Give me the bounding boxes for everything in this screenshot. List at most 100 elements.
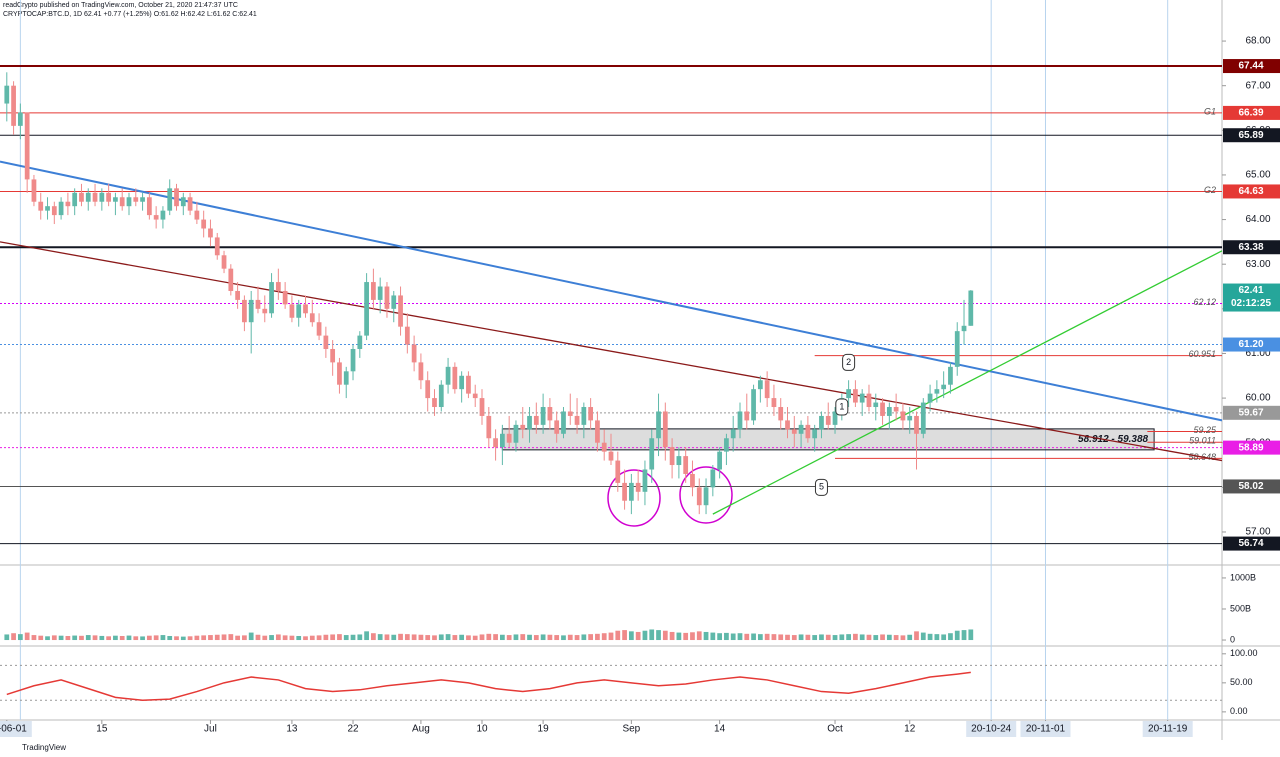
candle-body [859,393,865,403]
volume-bar [72,635,78,641]
volume-bar [771,634,777,641]
volume-bar [513,634,519,641]
volume-bar [214,634,220,641]
candle-body [561,411,566,434]
volume-bar [404,634,410,641]
volume-bar [140,636,145,641]
candle-body [567,411,573,416]
x-tick-label: 20-11-19 [1148,724,1188,735]
candle-body [805,424,811,439]
volume-bar [724,632,729,641]
volume-bar [540,634,546,641]
volume-bar [350,634,356,641]
y-tick-label: 64.00 [1245,214,1270,225]
candle-body [846,389,851,399]
countdown: 02:12:25 [1231,298,1271,309]
volume-bar [174,636,179,641]
volume-bar [907,634,913,641]
volume-bar [92,635,98,641]
candle-body [893,407,899,412]
candle-body [588,407,594,421]
candle-body [737,411,743,430]
volume-bar [561,635,566,641]
candle-body [656,411,661,439]
candle-body [167,188,173,211]
price-badge [1223,59,1280,74]
candle-body [106,192,111,202]
volume-bar [180,636,186,641]
volume-bar [38,635,44,641]
volume-bar [58,635,64,641]
volume-bar [615,630,621,641]
y-tick-label: 60.00 [1245,393,1270,404]
volume-bar [221,634,227,641]
volume-bar [242,635,247,641]
level-label: 62.12 [1193,297,1216,307]
candle-body [316,322,322,336]
volume-bar [757,634,763,641]
volume-bar [778,634,784,641]
candle-body [174,188,179,207]
volume-bar [133,636,139,641]
candle-body [703,487,709,506]
candle-body [581,407,587,425]
volume-bar [628,631,634,641]
candle-body [262,308,268,314]
x-tick-badge [1020,721,1071,737]
volume-bar [927,633,933,641]
candle-body [208,228,213,238]
volume-bar [690,632,695,641]
volume-bar [65,635,71,641]
callout-label: 2 [846,357,851,367]
osc-tick-label: 0.00 [1230,706,1248,716]
candle-body [764,380,770,399]
candle-body [785,420,790,430]
candle-body [303,304,308,314]
volume-bar [798,634,804,641]
volume-bar [608,632,614,641]
volume-bar [411,634,417,641]
volume-bar [472,635,478,641]
zone-label: 58.912 - 59.388 [1078,434,1148,445]
volume-bar [194,635,200,641]
candle-body [968,290,974,326]
candle-body [900,411,906,421]
candle-body [527,415,532,430]
candle-body [357,335,363,349]
y-tick-label: 61.00 [1245,348,1270,359]
candle-body [85,192,91,202]
candle-body [825,415,831,425]
volume-bar [744,633,750,641]
volume-bar [601,633,607,641]
candle-body [948,366,953,385]
volume-bar [954,630,960,641]
volume-bar [201,635,207,641]
volume-bar [717,633,722,641]
volume-bar [853,633,858,641]
candle-body [914,415,919,434]
candle-body [696,487,702,506]
volume-bar [547,634,553,641]
candle-body [384,286,390,309]
candle-body [506,433,512,443]
candle-body [452,366,458,390]
volume-bar [17,634,23,641]
volume-bar [819,634,824,641]
volume-bar [167,635,173,641]
volume-bar [751,633,756,641]
price-badge [1223,536,1280,551]
volume-bar [567,634,573,641]
candle-body [187,197,193,211]
volume-bar [309,635,315,641]
logo: TradingView [22,743,66,752]
volume-bar [696,631,702,641]
candle-body [595,420,600,443]
candle-body [31,179,37,202]
volume-bar [51,635,57,641]
volume-bar [812,635,818,641]
volume-bar [269,635,274,641]
volume-bar [119,635,125,641]
volume-bar [886,634,892,641]
volume-bar [676,632,682,641]
x-tick-label: 19 [538,724,550,735]
